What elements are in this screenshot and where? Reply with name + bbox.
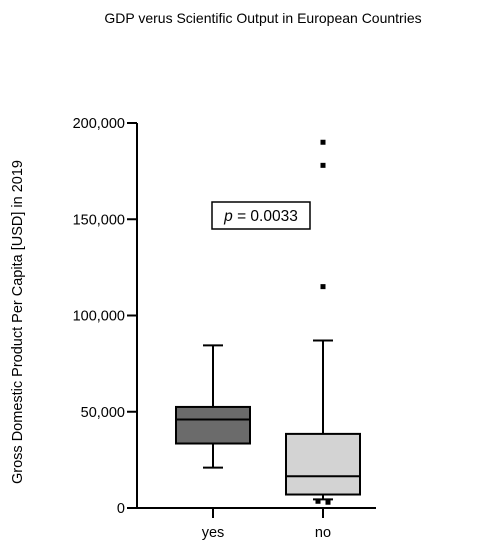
box-iqr [285, 432, 361, 496]
p-value-text: p = 0.0033 [223, 208, 298, 225]
x-ticks: yes no [202, 508, 331, 541]
chart-title: GDP verus Scientific Output in European … [104, 10, 421, 26]
y-tick-label: 100,000 [73, 309, 125, 325]
p-value-box [211, 201, 311, 230]
y-tick-label: 50,000 [81, 405, 125, 421]
box-iqr [175, 405, 251, 445]
x-tick-label: yes [202, 525, 225, 541]
p-value-symbol: p [223, 208, 233, 225]
x-tick-label: no [315, 525, 331, 541]
y-tick-label: 150,000 [73, 212, 125, 228]
outlier-point [320, 139, 326, 145]
y-axis-label: Gross Domestic Product Per Capita [USD] … [10, 160, 26, 484]
y-ticks: 0 50,000 100,000 150,000 200,000 [73, 116, 137, 517]
y-tick-label: 200,000 [73, 116, 125, 132]
p-value-number: = 0.0033 [233, 208, 298, 225]
boxes [175, 139, 361, 505]
outlier-point [315, 498, 321, 504]
box-yes [175, 344, 251, 469]
box-no [285, 139, 361, 505]
outlier-point [320, 162, 326, 168]
outlier-point [320, 284, 326, 290]
outlier-point [325, 499, 331, 505]
y-tick-label: 0 [117, 501, 125, 517]
p-value-annotation: p = 0.0033 [211, 201, 311, 230]
